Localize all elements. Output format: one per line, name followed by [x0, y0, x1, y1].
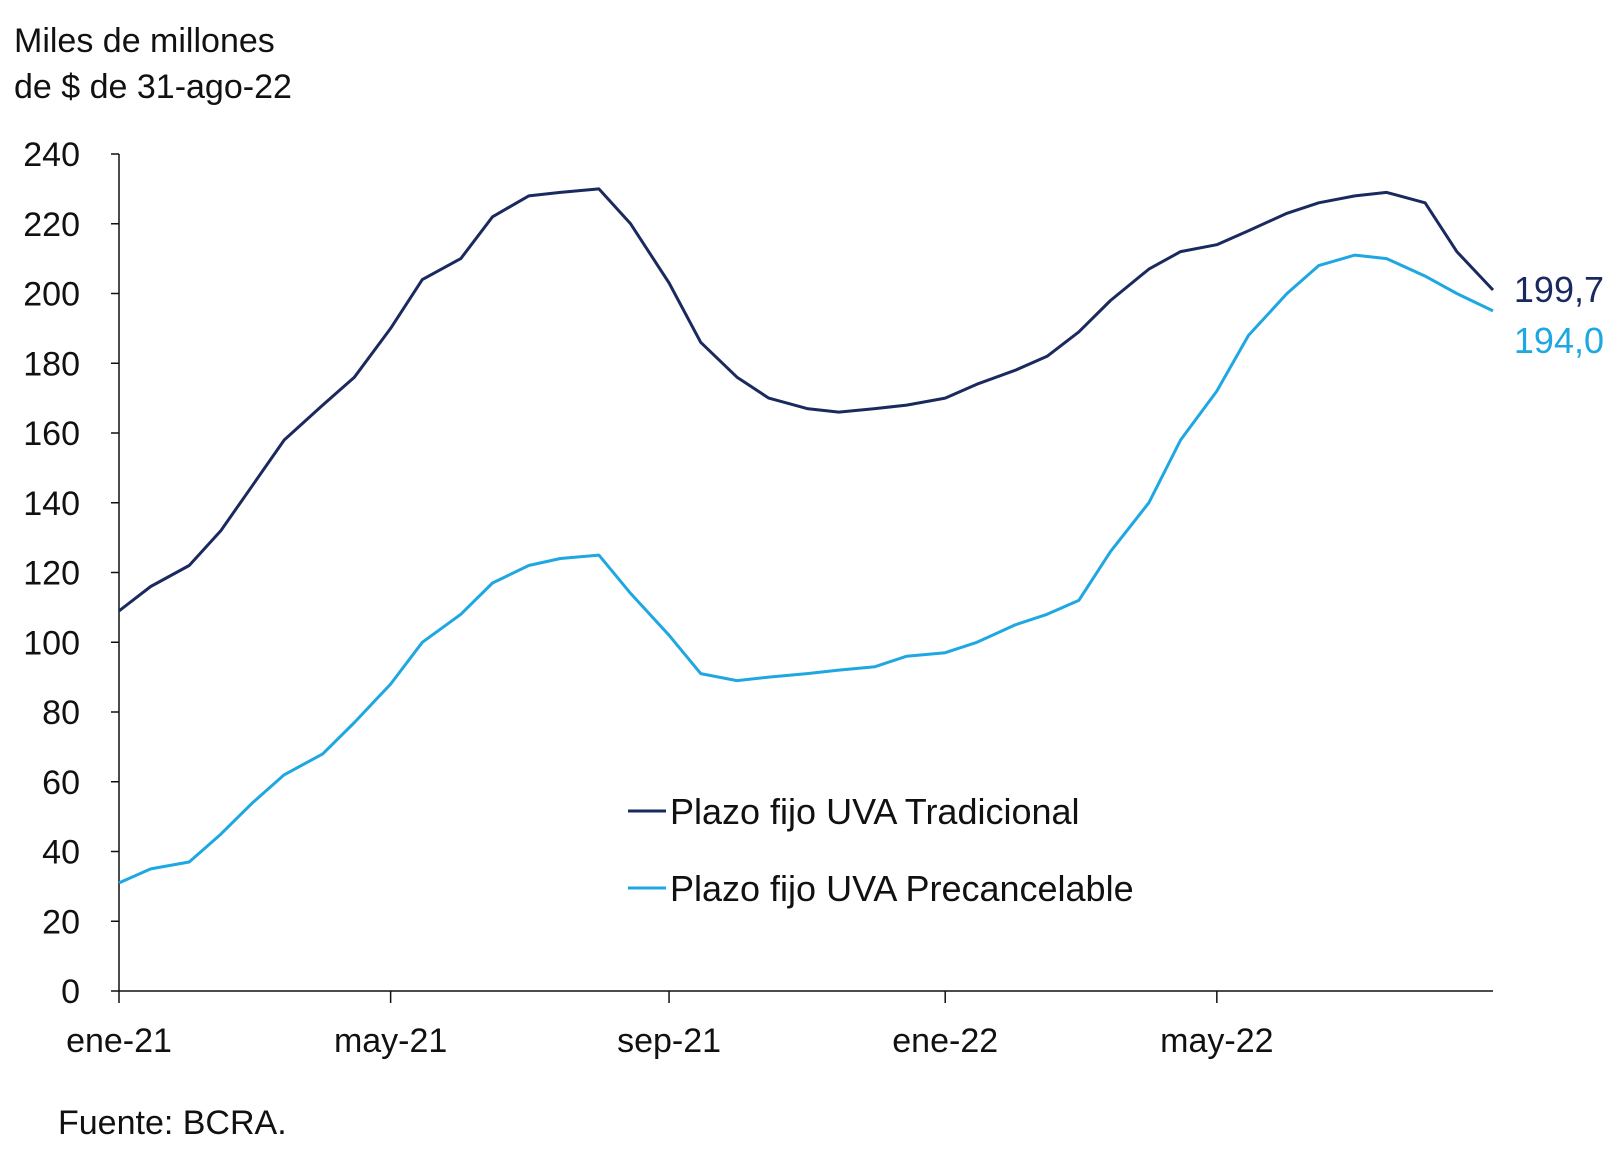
legend-label-precancelable: Plazo fijo UVA Precancelable [670, 868, 1134, 909]
y-tick-label: 180 [23, 345, 80, 383]
y-axis: 0 20 40 60 80 100 120 140 160 180 200 220 240 [23, 136, 120, 1011]
end-label-precancelable: 194,0 [1514, 320, 1604, 361]
x-axis: ene-21 may-21 sep-21 ene-22 may-22 [66, 990, 1493, 1060]
x-tick-label: ene-21 [66, 1022, 172, 1060]
legend: Plazo fijo UVA Tradicional Plazo fijo UV… [628, 791, 1134, 909]
y-tick-label: 200 [23, 276, 80, 314]
y-tick-label: 240 [23, 136, 80, 174]
y-axis-label-line-1: Miles de millones [14, 22, 275, 60]
y-tick-label: 20 [42, 903, 80, 941]
x-tick-label: ene-22 [892, 1022, 998, 1060]
end-labels: 199,7 194,0 [1514, 269, 1604, 361]
series-lines [118, 187, 1495, 885]
legend-label-tradicional: Plazo fijo UVA Tradicional [670, 791, 1080, 832]
y-tick-label: 120 [23, 555, 80, 593]
y-tick-label: 60 [42, 764, 80, 802]
series-line-tradicional [118, 187, 1495, 613]
y-tick-label: 0 [61, 973, 80, 1011]
y-tick-label: 160 [23, 415, 80, 453]
y-tick-label: 40 [42, 834, 80, 872]
y-tick-label: 100 [23, 624, 80, 662]
series-line-precancelable [118, 253, 1494, 885]
y-tick-label: 220 [23, 206, 80, 244]
y-tick-label: 140 [23, 485, 80, 523]
end-label-tradicional: 199,7 [1514, 269, 1604, 310]
y-axis-label-line-2: de $ de 31-ago-22 [14, 68, 292, 106]
x-tick-label: sep-21 [617, 1022, 721, 1060]
source-note: Fuente: BCRA. [58, 1104, 287, 1142]
y-tick-label: 80 [42, 694, 80, 732]
x-tick-label: may-22 [1160, 1022, 1273, 1060]
x-tick-label: may-21 [334, 1022, 447, 1060]
